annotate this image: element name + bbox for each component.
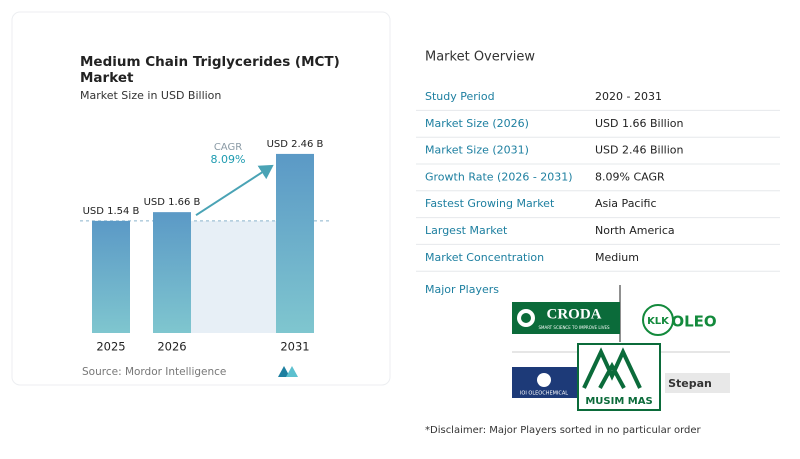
overview-value: North America bbox=[595, 224, 675, 237]
overview-key: Growth Rate (2026 - 2031) bbox=[425, 170, 573, 183]
value-label: USD 2.46 B bbox=[267, 139, 324, 150]
klk-icon bbox=[642, 304, 674, 336]
x-tick-label: 2025 bbox=[96, 340, 125, 354]
brand-logo bbox=[278, 366, 298, 377]
overview-key: Study Period bbox=[425, 90, 495, 103]
overview-title: Market Overview bbox=[425, 50, 535, 65]
cagr-label: CAGR bbox=[214, 142, 242, 153]
bar bbox=[153, 212, 191, 333]
players-title: Major Players bbox=[425, 283, 499, 296]
overview-key: Market Size (2031) bbox=[425, 144, 529, 157]
logo-text: KLK bbox=[647, 316, 670, 327]
overview-key: Largest Market bbox=[425, 224, 508, 237]
overview: Market Overview Study Period 2020 - 2031 M… bbox=[416, 50, 780, 272]
player-logos: CRODA SMART SCIENCE TO IMPROVE LIVES KLK… bbox=[512, 285, 730, 411]
chart-title: Market bbox=[80, 70, 134, 86]
logo-text: OLEO bbox=[671, 313, 716, 331]
disclaimer: *Disclaimer: Major Players sorted in no … bbox=[425, 425, 702, 436]
stepan-logo bbox=[665, 373, 730, 393]
chart-title: Medium Chain Triglycerides (MCT) bbox=[80, 54, 340, 70]
bar bbox=[92, 220, 130, 333]
logo-text: MUSIM MAS bbox=[585, 396, 652, 407]
overview-key: Market Concentration bbox=[425, 251, 544, 264]
overview-key: Market Size (2026) bbox=[425, 117, 529, 130]
overview-value: Medium bbox=[595, 251, 639, 264]
ioi-icon bbox=[537, 373, 551, 387]
logo-text: SMART SCIENCE TO IMPROVE LIVES bbox=[538, 325, 610, 330]
musim-logo bbox=[577, 343, 661, 411]
x-tick-label: 2026 bbox=[157, 340, 186, 354]
logo-text: Stepan bbox=[668, 377, 712, 390]
value-label: USD 1.66 B bbox=[144, 197, 201, 208]
overview-key: Fastest Growing Market bbox=[425, 197, 555, 210]
chart-subtitle: Market Size in USD Billion bbox=[80, 89, 221, 102]
value-label: USD 1.54 B bbox=[83, 206, 140, 217]
musim-icon bbox=[582, 347, 642, 389]
growth-region bbox=[191, 220, 276, 333]
x-tick-label: 2031 bbox=[280, 340, 309, 354]
overview-value: USD 2.46 Billion bbox=[595, 144, 683, 157]
overview-value: Asia Pacific bbox=[595, 197, 657, 210]
bar bbox=[276, 153, 314, 333]
source: Source: Mordor Intelligence bbox=[82, 366, 226, 378]
overview-value: USD 1.66 Billion bbox=[595, 117, 683, 130]
cagr-arrow bbox=[195, 164, 274, 216]
croda-icon bbox=[521, 313, 531, 323]
overview-value: 8.09% CAGR bbox=[595, 170, 665, 183]
overview-value: 2020 - 2031 bbox=[595, 90, 662, 103]
cagr-value: 8.09% bbox=[211, 153, 246, 166]
logo-text: IOI OLEOCHEMICAL bbox=[520, 391, 568, 397]
logo-text: CRODA bbox=[547, 306, 602, 322]
plot: USD 1.54 B 2025 USD 1.66 B 2026 USD 2.46 B 20… bbox=[80, 139, 330, 354]
